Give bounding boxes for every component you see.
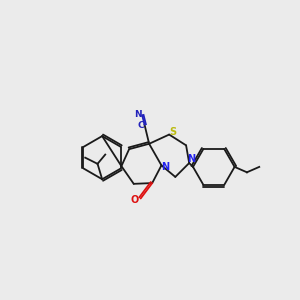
Text: C: C: [137, 121, 144, 130]
Text: N: N: [187, 154, 195, 164]
Text: O: O: [130, 195, 139, 205]
Text: N: N: [161, 162, 170, 172]
Text: N: N: [134, 110, 142, 119]
Text: S: S: [169, 127, 177, 137]
